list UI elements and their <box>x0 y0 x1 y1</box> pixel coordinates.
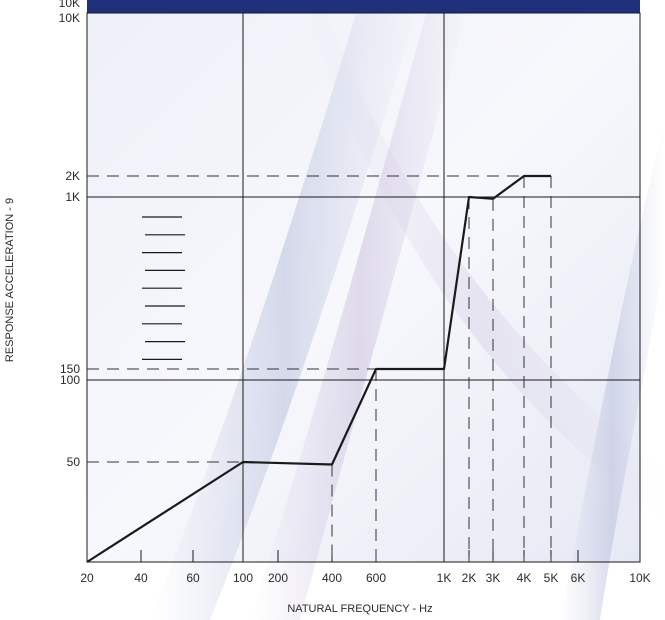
y-axis-label: RESPONSE ACCELERATION - 9 <box>4 198 16 362</box>
x-tick-label: 1K <box>437 571 452 585</box>
reference-lines <box>87 175 552 562</box>
y-tick-label: 100 <box>60 373 80 387</box>
x-tick-label: 2K <box>462 571 477 585</box>
y-tick-label: 2K <box>65 169 80 183</box>
x-tick-label: 200 <box>268 571 288 585</box>
x-tick-label: 100 <box>233 571 253 585</box>
x-tick-label: 40 <box>134 571 148 585</box>
x-tick-label: 3K <box>486 571 501 585</box>
y-tick-label: 10K <box>59 0 80 10</box>
x-tick-labels: 20 40 60 100 200 400 600 1K 2K 3K 4K 5K 6K 10K <box>80 571 650 585</box>
y-tick-label: 10K <box>59 11 80 25</box>
y-tick-label: 1K <box>65 190 80 204</box>
x-tick-label: 400 <box>322 571 342 585</box>
x-tick-label: 20 <box>80 571 94 585</box>
x-tick-label: 5K <box>544 571 559 585</box>
x-tick-label: 600 <box>366 571 386 585</box>
plot-frame <box>86 12 641 563</box>
chart-grid <box>86 12 641 563</box>
background-decoration <box>87 0 665 620</box>
y-tick-label: 50 <box>67 455 81 469</box>
x-tick-label: 60 <box>186 571 200 585</box>
header-bar <box>87 0 640 13</box>
x-tick-label: 6K <box>571 571 586 585</box>
x-tick-label: 10K <box>629 571 650 585</box>
x-tick-label: 4K <box>517 571 532 585</box>
y-tick-label: 150 <box>60 362 80 376</box>
legend-dashes <box>142 216 185 360</box>
response-curve <box>86 174 552 563</box>
x-axis-label: NATURAL FREQUENCY - Hz <box>287 603 432 615</box>
